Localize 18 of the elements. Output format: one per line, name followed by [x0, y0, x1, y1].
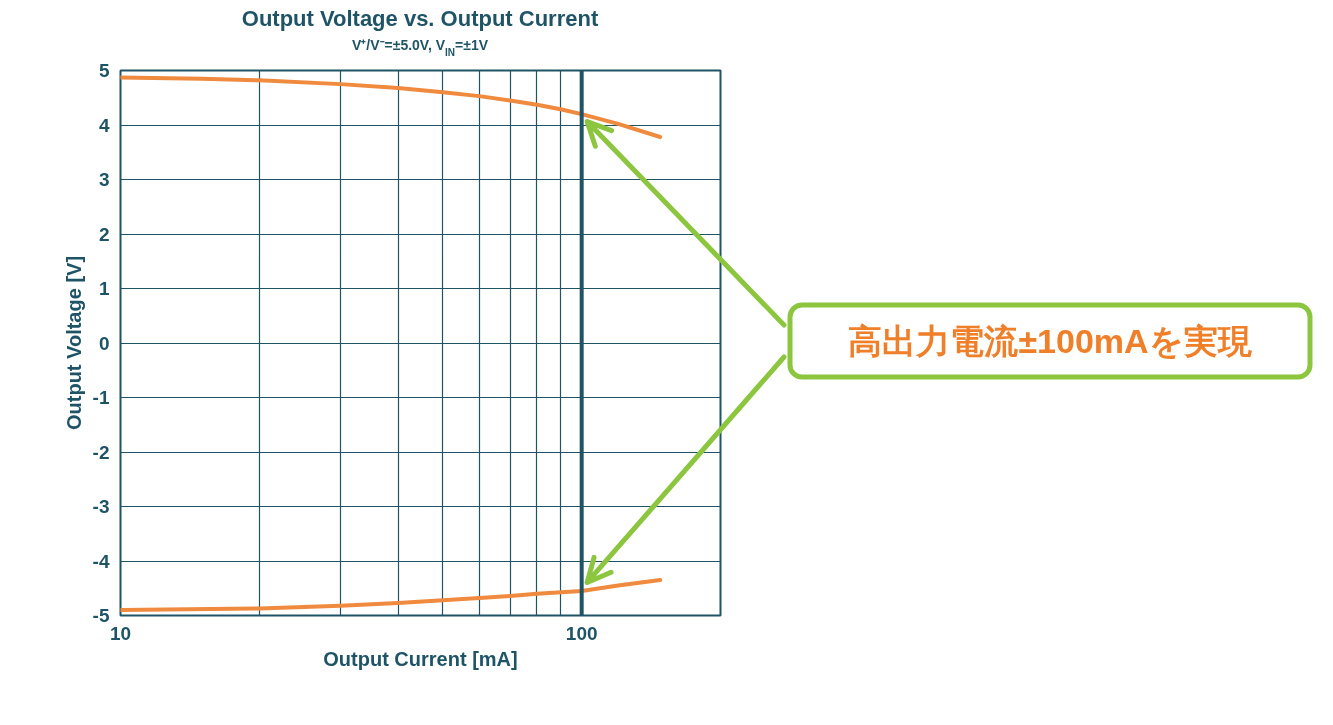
y-tick-label: -2: [92, 441, 110, 463]
y-tick-label: 5: [98, 60, 110, 81]
y-tick-label: 1: [98, 278, 110, 299]
chart-title: Output Voltage vs. Output Current: [241, 6, 599, 31]
y-tick-label: -4: [92, 550, 110, 572]
text: 高出力電流±100mAを実現: [848, 322, 1252, 360]
y-tick-label: -1: [92, 387, 110, 408]
x-axis-title: Output Current [mA]: [323, 647, 518, 670]
chart-subtitle: V⁺/V⁻=±5.0V, V$_{IN}$=±1V: [351, 37, 489, 58]
y-tick-label: -5: [92, 605, 110, 626]
y-tick-label: 3: [98, 169, 110, 190]
y-axis-title: Output Voltage [V]: [62, 255, 85, 431]
y-tick-label: 2: [98, 223, 110, 245]
y-tick-label: 0: [98, 332, 110, 354]
y-tick-label: 4: [98, 114, 110, 136]
x-tick-label: 100: [565, 622, 598, 644]
x-tick-label: 10: [109, 622, 132, 644]
y-tick-label: -3: [92, 496, 110, 517]
